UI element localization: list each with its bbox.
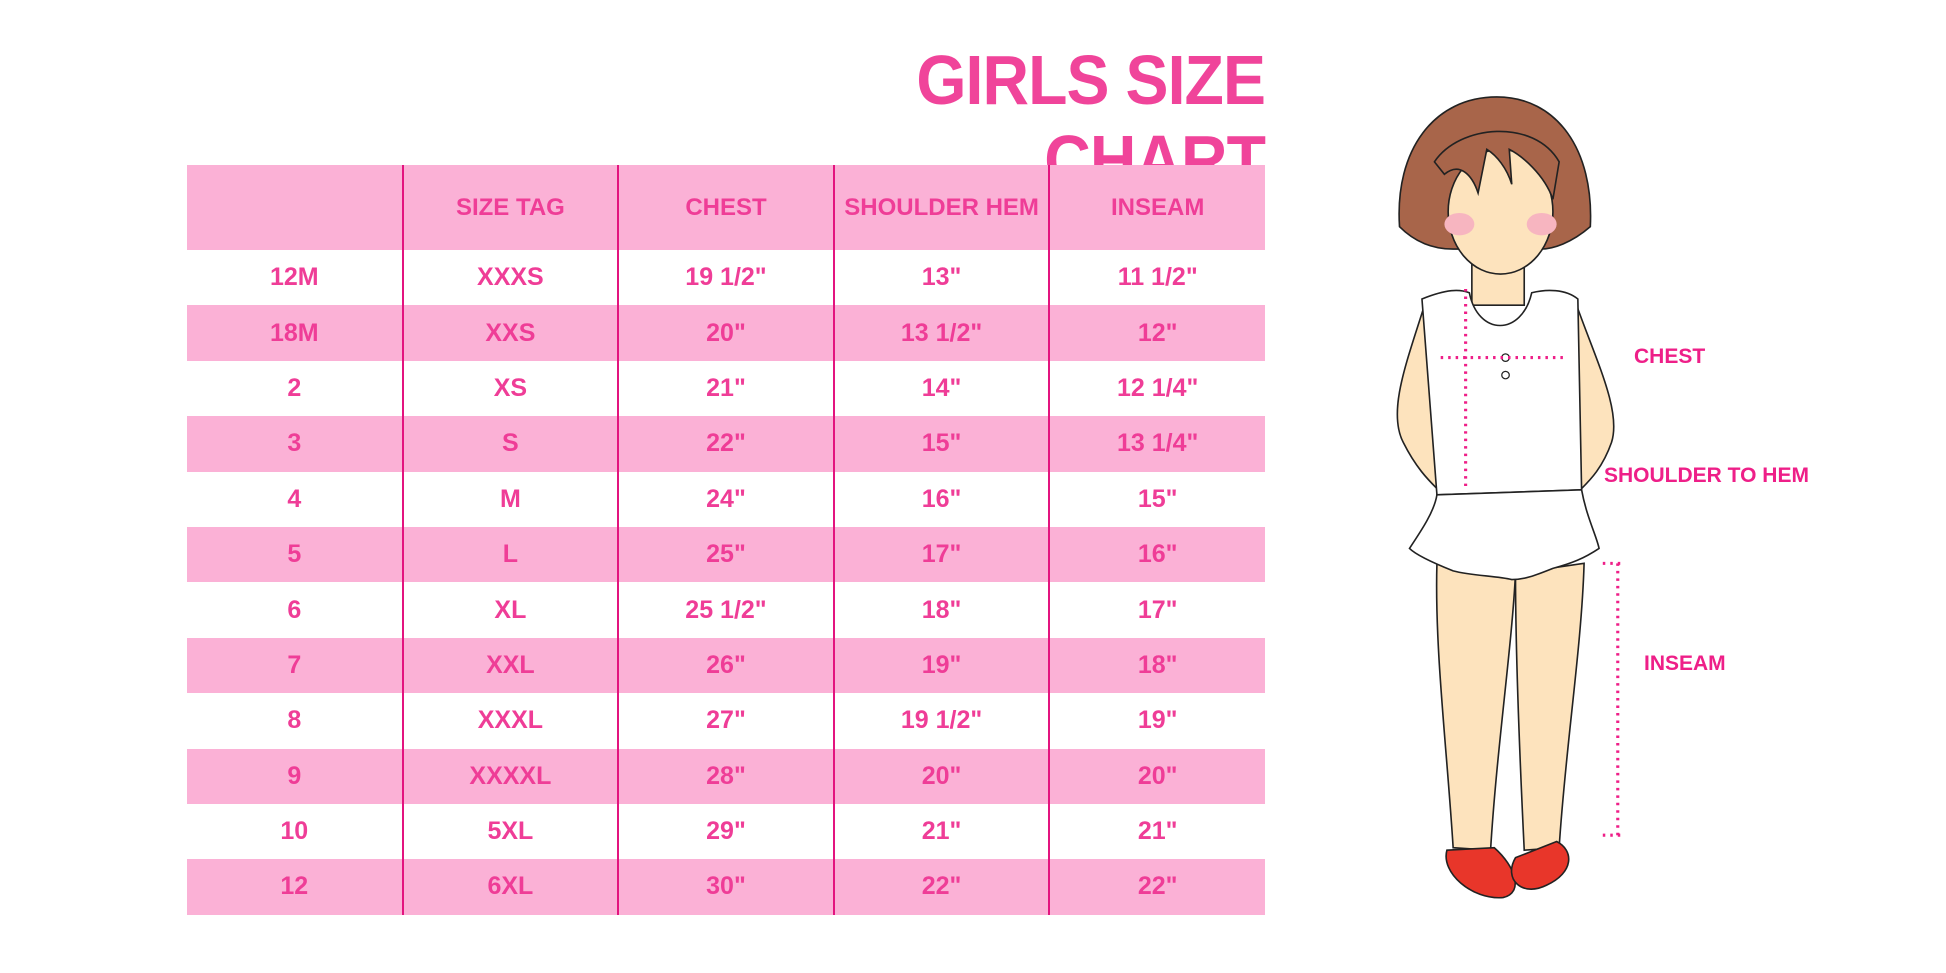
table-cell: 13 1/2" bbox=[832, 305, 1050, 361]
table-cell: 12 1/4" bbox=[1048, 360, 1265, 417]
table-row: 12 6XL 30" 22" 22" bbox=[187, 859, 1265, 915]
table-cell: 12M bbox=[269, 263, 319, 292]
header-cell: CHEST bbox=[617, 165, 834, 250]
table-cell: 20" bbox=[617, 305, 834, 361]
table-cell: 2 bbox=[287, 373, 302, 402]
chest-label: CHEST bbox=[1634, 345, 1706, 368]
right-shoe bbox=[1510, 840, 1570, 890]
table-cell: 26" bbox=[617, 637, 834, 694]
table-cell: 14" bbox=[832, 360, 1050, 417]
table-cell: 19 1/2" bbox=[832, 693, 1050, 749]
table-cell: 22" bbox=[617, 416, 834, 472]
table-cell: 18" bbox=[832, 582, 1050, 638]
page-title: GIRLS SIZE CHART bbox=[916, 41, 1266, 199]
table-cell: L bbox=[401, 526, 619, 583]
table-cell: 13" bbox=[832, 250, 1050, 306]
table-row: 9 XXXXL 28" 20" 20" bbox=[187, 748, 1265, 804]
table-cell: 4 bbox=[287, 484, 302, 513]
table-cell: 27" bbox=[617, 693, 834, 749]
table-row: 18M XXS 20" 13 1/2" 12" bbox=[187, 305, 1265, 361]
girl-illustration bbox=[1396, 96, 1626, 899]
header-cell bbox=[187, 165, 403, 250]
table-cell: 20" bbox=[1048, 748, 1265, 804]
table-row: 7 XXL 26" 19" 18" bbox=[187, 637, 1265, 694]
table-cell: 17" bbox=[1048, 582, 1265, 638]
table-cell: 12 bbox=[187, 859, 403, 915]
table-cell: 6 bbox=[287, 595, 302, 624]
table-cell: XL bbox=[401, 582, 619, 638]
table-cell: 19" bbox=[832, 637, 1050, 694]
table-cell: 25 1/2" bbox=[617, 582, 834, 638]
shoulder-to-hem-label: SHOULDER TO HEM bbox=[1604, 464, 1809, 487]
table-cell: 25" bbox=[617, 526, 834, 583]
table-cell: 20" bbox=[832, 748, 1050, 804]
table-row: 3 S 22" 15" 13 1/4" bbox=[187, 416, 1265, 472]
table-cell: 16" bbox=[832, 471, 1050, 527]
right-leg bbox=[1514, 562, 1585, 852]
table-cell: 21" bbox=[1048, 803, 1265, 860]
table-cell: XXS bbox=[401, 305, 619, 361]
table-cell: 13 1/4" bbox=[1048, 416, 1265, 472]
table-cell: 5XL bbox=[401, 803, 619, 860]
table-cell: M bbox=[401, 471, 619, 527]
table-cell: XXL bbox=[401, 637, 619, 694]
table-cell: 22" bbox=[1048, 859, 1265, 915]
header-cell: SIZE TAG bbox=[401, 165, 619, 250]
table-row: 8 XXXL 27" 19 1/2" 19" bbox=[187, 693, 1265, 749]
header-cell: SHOULDER HEM bbox=[832, 165, 1050, 250]
table-header-row: SIZE TAG CHEST SHOULDER HEM INSEAM bbox=[187, 165, 1265, 250]
table-cell: 5 bbox=[187, 526, 403, 583]
right-arm bbox=[1573, 304, 1615, 490]
table-row: 4 M 24" 16" 15" bbox=[187, 471, 1265, 527]
table-cell: 12" bbox=[1048, 305, 1265, 361]
table-cell: 29" bbox=[617, 803, 834, 860]
shirt bbox=[1421, 289, 1583, 496]
table-row: 10 5XL 29" 21" 21" bbox=[187, 803, 1265, 860]
table-cell: 10 bbox=[280, 817, 309, 846]
bloomers bbox=[1408, 488, 1600, 581]
table-cell: 15" bbox=[832, 416, 1050, 472]
left-leg bbox=[1435, 562, 1517, 852]
table-row: 2 XS 21" 14" 12 1/4" bbox=[187, 360, 1265, 417]
table-row: 12M XXXS 19 1/2" 13" 11 1/2" bbox=[187, 250, 1265, 306]
table-cell: 28" bbox=[617, 748, 834, 804]
table-cell: 18M bbox=[187, 305, 403, 361]
table-cell: 8 bbox=[287, 706, 302, 735]
table-cell: XS bbox=[401, 360, 619, 417]
table-cell: 15" bbox=[1048, 471, 1265, 527]
table-cell: 3 bbox=[187, 416, 403, 472]
inseam-label: INSEAM bbox=[1644, 652, 1726, 675]
left-shoe bbox=[1445, 846, 1516, 899]
table-cell: 30" bbox=[617, 859, 834, 915]
table-cell: 7 bbox=[187, 637, 403, 694]
table-row: 5 L 25" 17" 16" bbox=[187, 526, 1265, 583]
table-row: 6 XL 25 1/2" 18" 17" bbox=[187, 582, 1265, 638]
table-cell: XXXL bbox=[401, 693, 619, 749]
table-cell: 16" bbox=[1048, 526, 1265, 583]
table-cell: 24" bbox=[617, 471, 834, 527]
table-cell: 21" bbox=[617, 360, 834, 417]
table-cell: XXXXL bbox=[401, 748, 619, 804]
header-cell: INSEAM bbox=[1048, 165, 1265, 250]
table-cell: 19 1/2" bbox=[617, 250, 834, 306]
table-cell: 17" bbox=[832, 526, 1050, 583]
table-cell: 18" bbox=[1048, 637, 1265, 694]
table-cell: 6XL bbox=[401, 859, 619, 915]
table-cell: 22" bbox=[832, 859, 1050, 915]
table-cell: 9 bbox=[187, 748, 403, 804]
table-cell: XXXS bbox=[401, 250, 619, 306]
table-cell: 21" bbox=[832, 803, 1050, 860]
size-chart-table: SIZE TAG CHEST SHOULDER HEM INSEAM 12M XX… bbox=[187, 165, 1265, 915]
table-cell: 11 1/2" bbox=[1048, 250, 1265, 306]
table-cell: 19" bbox=[1048, 693, 1265, 749]
table-cell: S bbox=[401, 416, 619, 472]
